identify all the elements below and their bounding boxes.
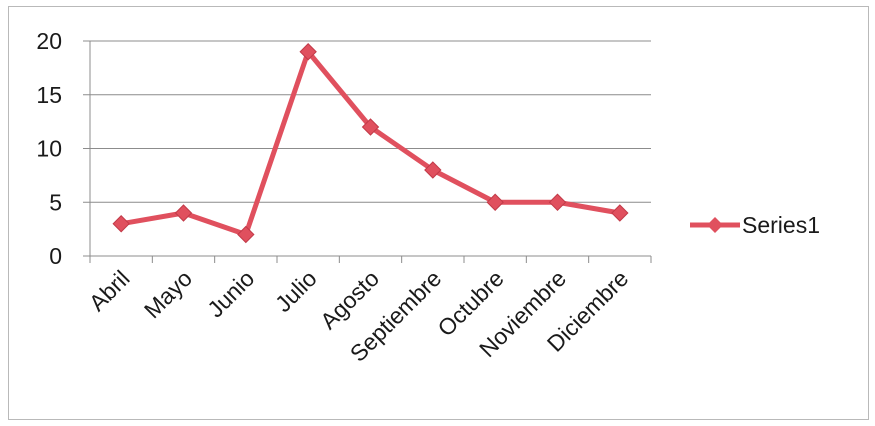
x-tick-label: Julio bbox=[270, 265, 322, 317]
y-tick-label: 0 bbox=[49, 243, 62, 269]
x-tick-label: Abril bbox=[84, 265, 135, 316]
x-axis-tick-labels: Abril Mayo Junio JulioAgostoSeptiembreOctub… bbox=[84, 265, 634, 367]
x-tick-label: Junio bbox=[202, 265, 259, 322]
legend-label-series1: Series1 bbox=[742, 212, 820, 238]
series bbox=[112, 43, 629, 244]
data-point bbox=[361, 118, 380, 136]
x-tick-label: Mayo bbox=[139, 265, 197, 323]
chart-frame bbox=[8, 6, 869, 420]
y-tick-label: 15 bbox=[36, 82, 62, 108]
data-point bbox=[174, 204, 193, 222]
data-point bbox=[548, 193, 567, 211]
y-axis-tick-labels: 0 5 10 15 20 bbox=[36, 28, 62, 269]
data-point bbox=[424, 161, 442, 179]
legend: Series1 bbox=[690, 212, 820, 238]
data-point bbox=[299, 43, 317, 61]
series-line-series1 bbox=[118, 49, 623, 237]
legend-marker-series1 bbox=[707, 217, 723, 233]
y-tick-label: 10 bbox=[36, 136, 62, 162]
y-tick-label: 20 bbox=[36, 28, 62, 54]
y-tick-label: 5 bbox=[49, 189, 62, 215]
data-point bbox=[611, 204, 629, 222]
data-point bbox=[112, 215, 130, 233]
data-point bbox=[486, 193, 504, 211]
axes bbox=[83, 40, 652, 263]
data-point bbox=[237, 225, 255, 244]
